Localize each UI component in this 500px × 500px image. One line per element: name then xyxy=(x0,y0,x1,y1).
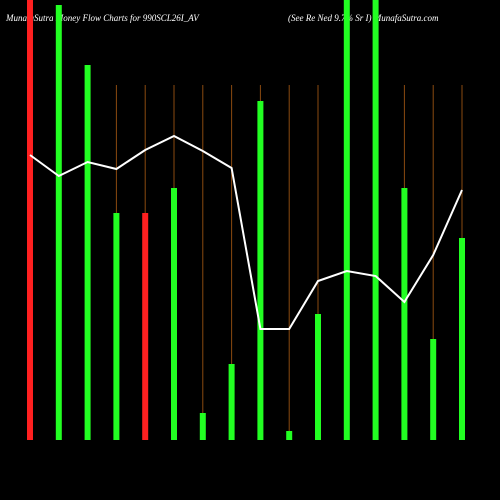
bar xyxy=(228,364,235,440)
bar xyxy=(199,413,206,440)
bar xyxy=(27,0,33,440)
bar xyxy=(142,213,149,440)
bar xyxy=(459,238,465,440)
bar xyxy=(84,65,91,440)
chart-subtitle: (See Re Ned 9.7% Sr I) MunafaSutra.com xyxy=(288,13,439,23)
bar xyxy=(343,0,350,440)
bar xyxy=(286,431,293,440)
bar xyxy=(315,314,321,440)
bar xyxy=(171,188,177,440)
bar xyxy=(113,213,120,440)
bar xyxy=(401,188,408,440)
money-flow-line xyxy=(29,134,463,330)
bar xyxy=(372,0,379,440)
bar xyxy=(430,339,437,440)
bar xyxy=(257,101,264,440)
chart-title: MunafaSutra Money Flow Charts for 990SCL… xyxy=(5,13,200,23)
bar xyxy=(55,5,62,440)
